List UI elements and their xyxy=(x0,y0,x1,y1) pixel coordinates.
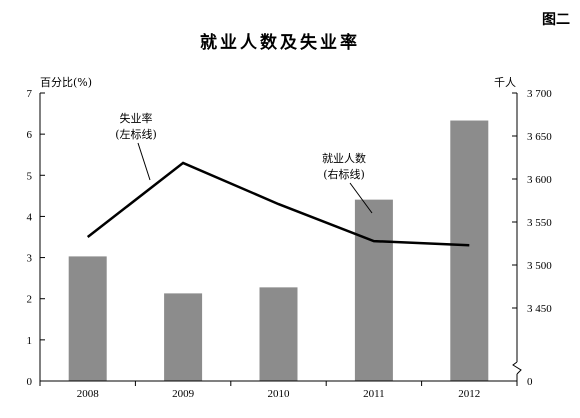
bar-annotation-axis: (右标线) xyxy=(323,167,365,181)
left-tick-label: 5 xyxy=(27,170,33,182)
x-tick-label: 2008 xyxy=(77,388,100,400)
x-tick-label: 2010 xyxy=(268,388,291,400)
x-tick-label: 2011 xyxy=(363,388,385,400)
bar xyxy=(450,120,489,382)
left-tick-label: 4 xyxy=(27,211,33,223)
right-tick-label: 3 650 xyxy=(527,131,552,143)
left-axis-title: 百分比(%) xyxy=(40,76,92,89)
left-tick-label: 1 xyxy=(27,335,33,347)
left-tick-label: 0 xyxy=(27,376,33,388)
right-tick-label: 3 600 xyxy=(527,174,552,186)
right-tick-label: 0 xyxy=(527,376,533,388)
left-tick-label: 3 xyxy=(27,253,33,265)
figure-label: 图二 xyxy=(542,12,570,28)
left-tick-label: 7 xyxy=(27,88,33,100)
annotations: 失业率 (左标线) 就业人数 (右标线) xyxy=(115,111,373,214)
line-annotation-pointer xyxy=(137,142,151,181)
right-axis-title: 千人 xyxy=(494,76,516,89)
right-tick-label: 3 500 xyxy=(527,260,552,272)
x-tick-label: 2012 xyxy=(458,388,480,400)
line-series xyxy=(86,161,470,247)
line-annotation-name: 失业率 xyxy=(120,111,153,125)
axis-break-mark xyxy=(512,361,522,375)
bar xyxy=(259,287,298,381)
bar xyxy=(68,256,107,381)
line-annotation-axis: (左标线) xyxy=(115,127,157,141)
bar-series xyxy=(68,120,489,382)
right-tick-label: 3 450 xyxy=(527,303,552,315)
bar-annotation-pointer xyxy=(349,182,373,214)
left-tick-label: 2 xyxy=(27,294,33,306)
x-tick-label: 2009 xyxy=(172,388,195,400)
chart-title: 就业人数及失业率 xyxy=(200,32,360,53)
right-tick-label: 3 700 xyxy=(527,88,552,100)
axes: 0 1 2 3 4 5 6 7 0 3 450 3 500 3 550 3 600 3 650 3 700 2… xyxy=(27,88,553,400)
bar xyxy=(164,293,203,381)
bar xyxy=(354,199,393,381)
right-tick-label: 3 550 xyxy=(527,217,552,229)
bar-annotation-name: 就业人数 xyxy=(322,151,366,165)
left-tick-label: 6 xyxy=(27,129,33,141)
